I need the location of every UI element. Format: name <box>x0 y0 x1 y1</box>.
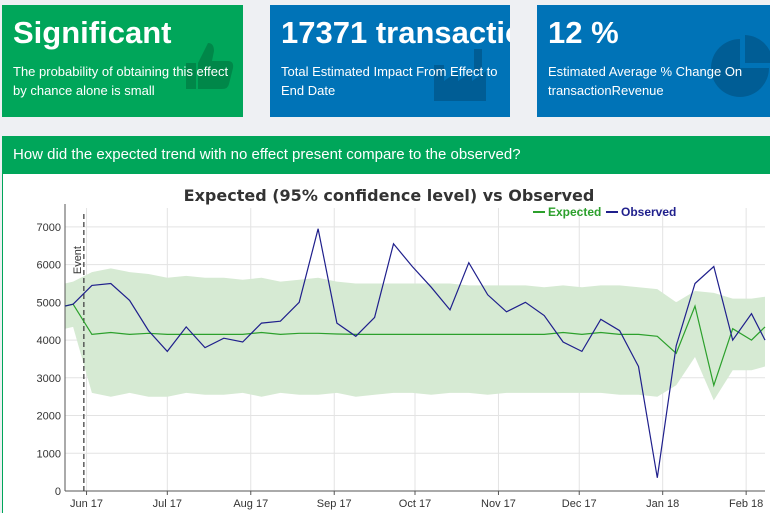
x-tick-label: Jan 18 <box>646 498 679 510</box>
observed-line <box>64 228 766 478</box>
expected-vs-observed-chart: Expected (95% confidence level) vs Obser… <box>37 186 766 510</box>
percent-change-card: 12 % Estimated Average % Change On trans… <box>537 5 770 117</box>
significance-subtitle: The probability of obtaining this effect… <box>13 64 229 98</box>
percent-change-title: 12 % <box>548 15 619 50</box>
legend-entry[interactable]: Expected <box>548 205 601 219</box>
series-lines: Event <box>64 214 766 491</box>
pie-chart-icon <box>711 35 770 97</box>
comparison-panel: How did the expected trend with no effec… <box>2 136 770 513</box>
chart-title: Expected (95% confidence level) vs Obser… <box>184 186 595 205</box>
x-tick-label: Sep 17 <box>317 498 352 510</box>
legend: Expected Observed <box>533 205 676 219</box>
y-tick-label: 4000 <box>37 335 61 347</box>
x-tick-label: Oct 17 <box>399 498 431 510</box>
y-tick-label: 2000 <box>37 411 61 423</box>
panel-header: How did the expected trend with no effec… <box>3 136 770 174</box>
y-tick-label: 7000 <box>37 222 61 234</box>
percent-change-subtitle: Estimated Average % Change On transactio… <box>548 64 743 98</box>
x-tick-label: Jul 17 <box>153 498 182 510</box>
x-tick-label: Feb 18 <box>729 498 763 510</box>
impact-subtitle: Total Estimated Impact From Effect to En… <box>281 64 498 98</box>
x-tick-label: Jun 17 <box>70 498 103 510</box>
y-tick-label: 1000 <box>37 448 61 460</box>
x-tick-label: Dec 17 <box>562 498 597 510</box>
significance-card: Significant The probability of obtaining… <box>2 5 243 117</box>
significance-title: Significant <box>13 15 172 50</box>
event-label: Event <box>72 246 84 274</box>
impact-card: 17371 transactions Total Estimated Impac… <box>270 5 510 117</box>
x-tick-label: Aug 17 <box>233 498 268 510</box>
industry-icon <box>434 49 486 101</box>
legend-entry[interactable]: Observed <box>621 205 676 219</box>
y-tick-label: 0 <box>55 486 61 498</box>
y-tick-label: 5000 <box>37 297 61 309</box>
expected-line <box>64 303 766 388</box>
impact-title: 17371 transactions <box>281 15 510 50</box>
y-tick-label: 6000 <box>37 260 61 272</box>
y-tick-label: 3000 <box>37 373 61 385</box>
x-tick-label: Nov 17 <box>481 498 516 510</box>
thumbs-up-icon <box>186 43 234 89</box>
axes: 0 1000 2000 3000 4000 5000 6000 7000 Jun 17 Jul 1… <box>37 204 765 510</box>
